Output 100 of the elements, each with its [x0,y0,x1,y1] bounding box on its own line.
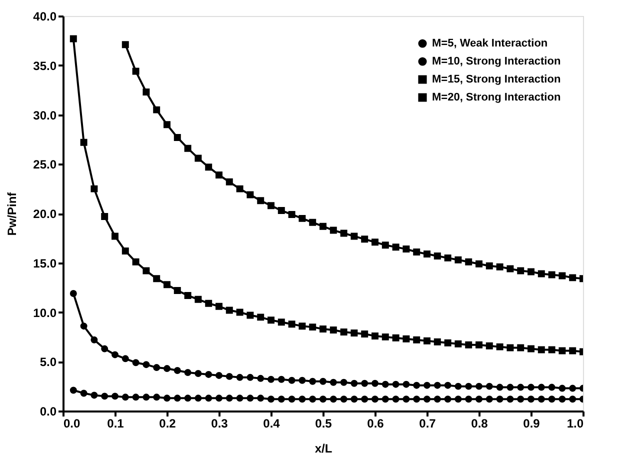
point [330,226,337,234]
x-tick-label: 0.4 [263,416,280,430]
point [330,326,337,334]
point [216,394,222,402]
point [558,272,566,280]
point [486,396,493,403]
point [340,378,348,386]
point [246,374,254,381]
point [413,248,420,256]
point [132,258,140,266]
point [424,382,430,389]
point [382,242,389,249]
x-axis-title: x/L [314,442,332,456]
point [361,380,368,387]
point [226,306,233,314]
point [164,281,170,288]
point [506,384,514,391]
point [142,394,150,401]
point [142,267,150,274]
point [112,392,118,400]
point [153,394,160,401]
point [122,41,129,48]
point [424,250,430,258]
point [372,396,378,403]
point [444,382,452,389]
point [153,275,160,282]
point [517,344,524,352]
point [402,246,410,253]
point [434,252,441,260]
point [164,365,170,372]
point [372,380,378,387]
point [413,396,420,403]
x-tick-label: 0.6 [367,416,384,430]
point [164,394,170,402]
point [350,396,358,403]
point [153,106,160,114]
point [434,396,441,403]
point [174,287,181,294]
point [382,396,389,403]
point [236,185,244,192]
point [142,361,150,368]
y-tick-label: 5.0 [40,355,57,370]
point [476,341,482,348]
point [298,322,306,330]
point [528,384,534,391]
point [538,346,545,354]
point [132,68,140,75]
point [205,370,212,378]
point [194,154,202,162]
point [226,372,233,380]
point [506,344,514,352]
point [517,384,524,391]
point [454,256,462,264]
point [288,376,296,384]
x-tick-label: 0.3 [211,416,228,430]
point [70,290,77,297]
point [194,370,202,377]
point [194,394,202,402]
point [184,394,192,402]
point [454,396,462,403]
point [548,384,556,391]
point [382,333,389,340]
point [392,244,400,251]
point [517,396,524,403]
legend-label: M=20, Strong Interaction [432,92,561,104]
point [101,392,108,400]
point [361,330,368,338]
point [122,355,129,362]
x-tick-label: 0.1 [107,416,124,430]
point [90,185,98,192]
x-tick-label: 0.8 [471,416,488,430]
point [309,324,316,331]
point [226,394,233,402]
point [476,260,482,268]
point [122,248,129,255]
x-tick-label: 0.2 [159,416,176,430]
legend-label: M=5, Weak Interaction [432,38,548,50]
point [216,302,222,310]
point [496,263,504,270]
x-tick-label: 0.7 [419,416,436,430]
point [506,265,514,272]
point [226,178,233,186]
point [350,380,358,387]
point [402,396,410,403]
point [330,396,337,403]
point [361,236,368,243]
x-tick-label: 0.0 [64,416,81,430]
y-tick-label: 40.0 [33,10,57,24]
point [548,346,556,354]
point [288,396,296,403]
point [132,394,140,401]
point [320,326,326,333]
point [476,382,482,390]
point [216,372,222,379]
point [486,262,493,270]
point [392,334,400,342]
point [361,396,368,403]
point [164,121,170,128]
point [257,314,264,321]
point [298,396,306,403]
